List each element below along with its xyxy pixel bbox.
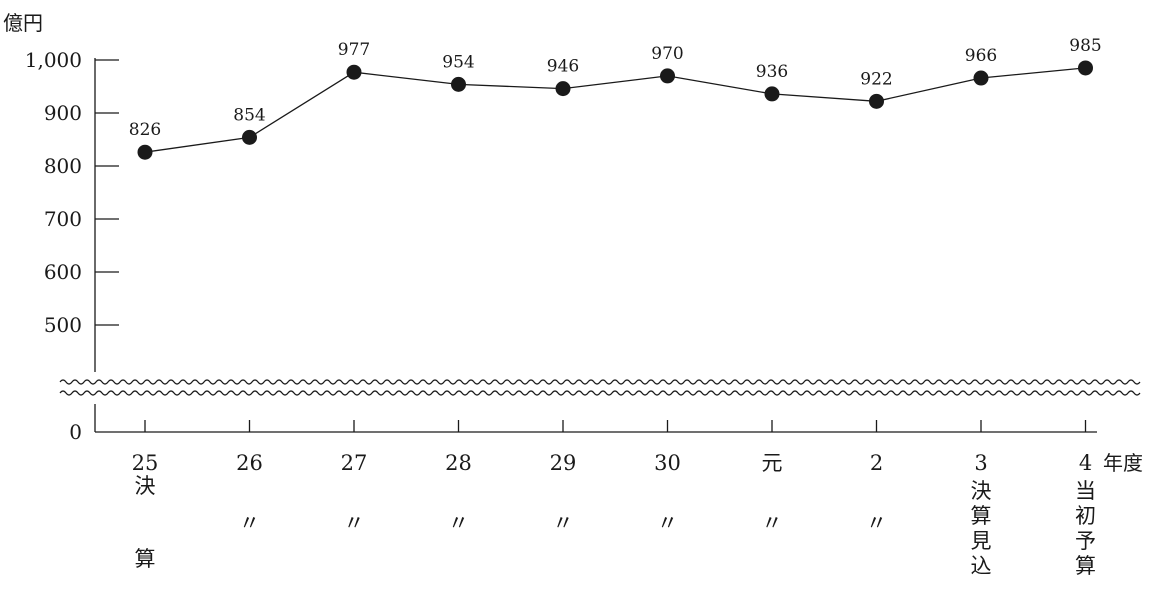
x-axis-unit: 年度 bbox=[1103, 451, 1143, 475]
data-point bbox=[242, 129, 257, 145]
category-note: 当 bbox=[1075, 479, 1096, 503]
category-year: 28 bbox=[445, 451, 472, 475]
data-point bbox=[555, 81, 571, 97]
category-year: 3 bbox=[974, 451, 987, 475]
y-tick-label: 800 bbox=[44, 154, 82, 178]
data-point bbox=[660, 68, 675, 84]
category-note: 〃 bbox=[762, 511, 783, 535]
data-label: 946 bbox=[547, 57, 579, 77]
y-tick-label: 700 bbox=[44, 207, 82, 231]
category-note: 〃 bbox=[553, 511, 574, 535]
category-year: 4 bbox=[1079, 451, 1092, 475]
y-axis-unit: 億円 bbox=[3, 11, 43, 35]
category-note: 見 bbox=[971, 529, 992, 553]
y-tick-label: 600 bbox=[44, 260, 82, 284]
category-year: 2 bbox=[870, 451, 883, 475]
data-point bbox=[451, 76, 466, 92]
y-tick-label: 500 bbox=[44, 313, 82, 337]
data-point bbox=[137, 144, 153, 160]
category-note: 決 bbox=[135, 474, 156, 498]
data-label: 977 bbox=[338, 40, 370, 60]
data-label: 970 bbox=[651, 44, 683, 64]
category-note: 込 bbox=[971, 554, 992, 578]
category-note: 初 bbox=[1075, 504, 1096, 528]
y-tick-label: 1,000 bbox=[25, 48, 82, 72]
data-point bbox=[764, 86, 780, 102]
data-point-group bbox=[137, 60, 1093, 160]
category-year: 30 bbox=[654, 451, 681, 475]
data-point bbox=[869, 93, 884, 109]
data-point bbox=[346, 64, 362, 80]
category-note: 予 bbox=[1075, 529, 1096, 553]
category-note: 〃 bbox=[657, 511, 678, 535]
category-note: 〃 bbox=[866, 511, 887, 535]
data-point bbox=[973, 70, 989, 86]
y-tick-label: 900 bbox=[44, 101, 82, 125]
category-year: 元 bbox=[762, 451, 783, 475]
category-note: 〃 bbox=[344, 511, 365, 535]
category-year: 29 bbox=[550, 451, 577, 475]
category-note: 〃 bbox=[239, 511, 260, 535]
data-point bbox=[1078, 60, 1093, 76]
data-label: 854 bbox=[233, 105, 265, 125]
axis-break-wave-bottom bbox=[59, 390, 1141, 396]
data-label: 922 bbox=[860, 69, 892, 89]
y-tick-label: 0 bbox=[69, 420, 82, 444]
axis-break-wave-top bbox=[59, 379, 1141, 385]
data-label: 826 bbox=[129, 120, 161, 140]
y-tick-group: 0 500 600 700 800 900 1,000 bbox=[25, 48, 119, 444]
category-note: 算 bbox=[135, 547, 156, 571]
data-label: 936 bbox=[756, 62, 788, 82]
category-year: 25 bbox=[132, 451, 159, 475]
category-note: 〃 bbox=[448, 511, 469, 535]
data-label: 954 bbox=[442, 52, 474, 72]
category-note: 算 bbox=[1075, 554, 1096, 578]
category-note: 算 bbox=[971, 504, 992, 528]
data-label: 966 bbox=[965, 46, 997, 66]
category-year: 26 bbox=[236, 451, 263, 475]
data-label-group: 826 854 977 954 946 970 936 922 966 985 bbox=[129, 36, 1102, 140]
category-note: 決 bbox=[971, 479, 992, 503]
category-year: 27 bbox=[341, 451, 368, 475]
series-line bbox=[144, 67, 1086, 153]
data-label: 985 bbox=[1069, 36, 1101, 56]
